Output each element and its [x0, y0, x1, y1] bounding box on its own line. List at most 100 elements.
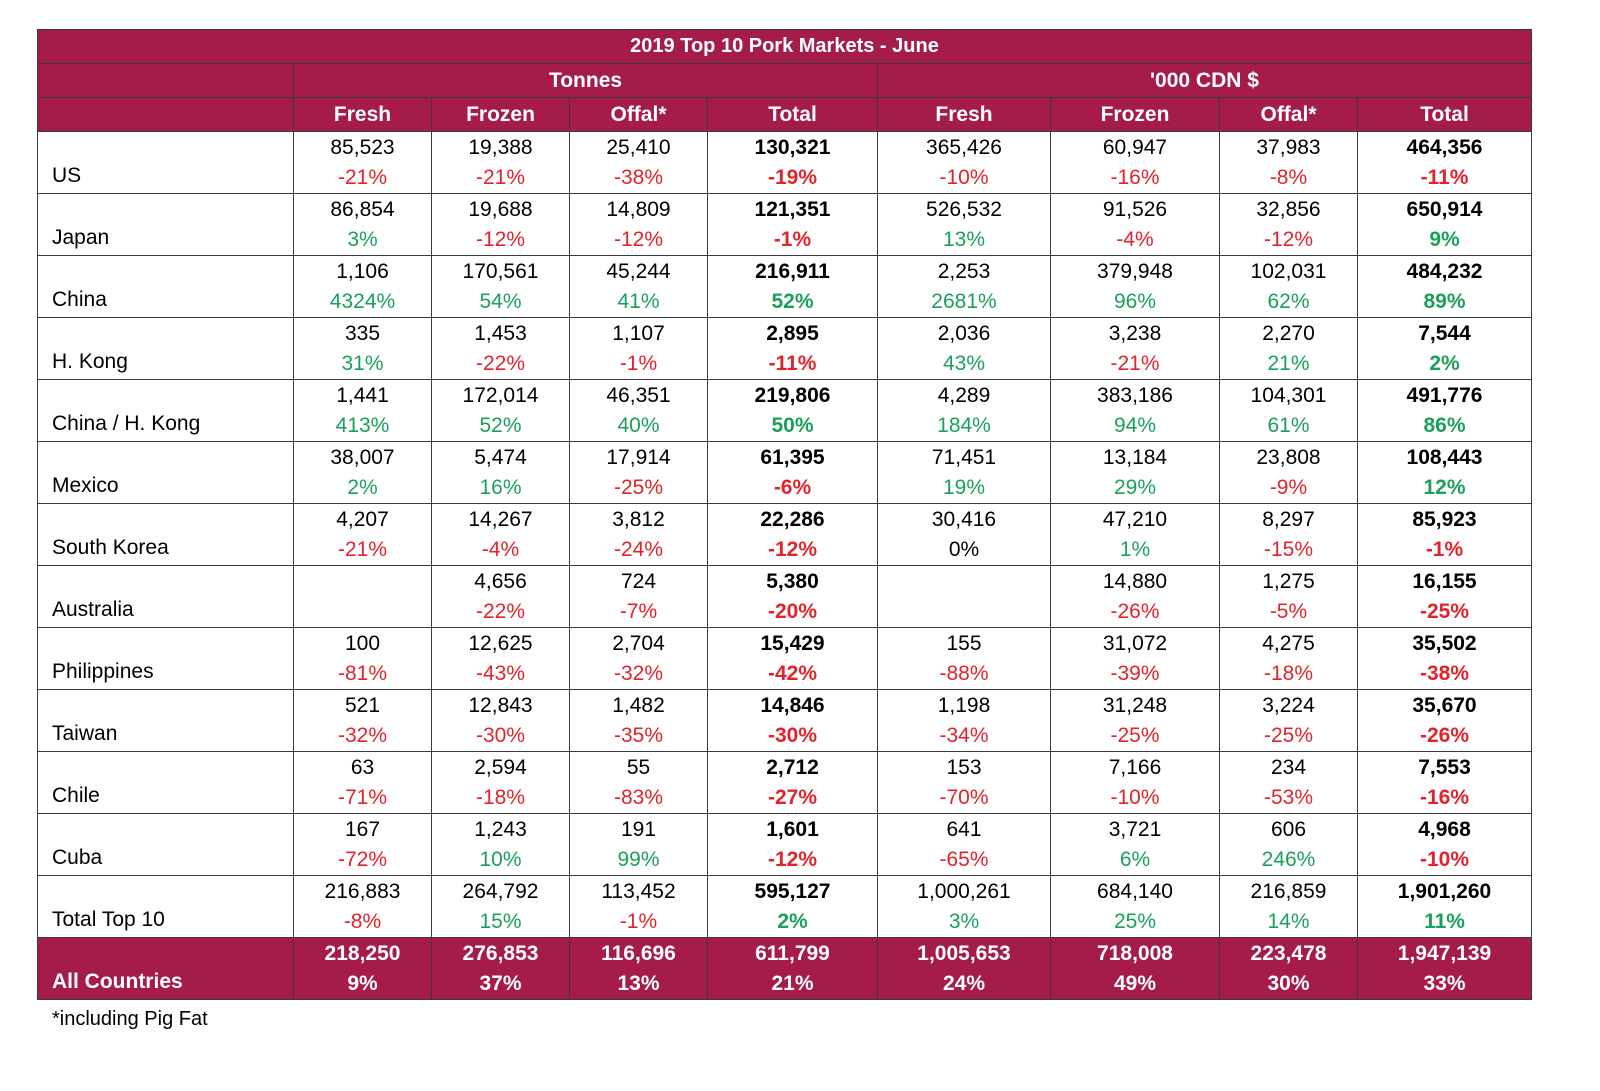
cell-change-pct: -16% — [1419, 785, 1470, 809]
cell-value: 3,238 — [1108, 321, 1162, 345]
cell-value: 14,846 — [760, 693, 825, 717]
pork-markets-table: 2019 Top 10 Pork Markets - June Tonnes '… — [37, 29, 1532, 1000]
cell-change-pct: -38% — [1419, 661, 1470, 685]
cell-change-pct: -6% — [773, 475, 812, 499]
data-cell: 365,426 -10% — [877, 131, 1051, 194]
cell-value: 19,688 — [468, 197, 533, 221]
column-header: Total — [707, 97, 878, 132]
data-cell: 484,232 89% — [1357, 255, 1532, 318]
cell-change-pct: -18% — [475, 785, 526, 809]
data-cell: 60,947 -16% — [1050, 131, 1220, 194]
cell-value: 104,301 — [1250, 383, 1327, 407]
cell-change-pct: 43% — [942, 351, 986, 375]
cell-value: 15,429 — [760, 631, 825, 655]
cell-change-pct: 41% — [617, 289, 660, 313]
data-cell: 12,625 -43% — [431, 627, 570, 690]
data-cell: 38,007 2% — [293, 441, 432, 504]
cell-value: 130,321 — [754, 135, 831, 159]
data-cell: 216,911 52% — [707, 255, 878, 318]
data-cell: 2,704 -32% — [569, 627, 708, 690]
cell-change-pct: 50% — [771, 413, 814, 437]
data-cell: 1,107 -1% — [569, 317, 708, 380]
row-label: All Countries — [37, 937, 294, 1000]
cell-value: 60,947 — [1102, 135, 1168, 159]
cell-value: 3,721 — [1108, 817, 1162, 841]
cell-change-pct: -24% — [613, 537, 664, 561]
table-row: Total Top 10 216,883 -8% 264,792 15% 113,452 -… — [37, 875, 1532, 938]
data-cell: 464,356 -11% — [1357, 131, 1532, 194]
cell-value: 14,880 — [1102, 569, 1168, 593]
cell-change-pct: 54% — [479, 289, 522, 313]
footnote: *including Pig Fat — [52, 1008, 208, 1030]
cell-change-pct: 86% — [1423, 413, 1466, 437]
data-cell: 521 -32% — [293, 689, 432, 752]
cell-value: 3,224 — [1262, 693, 1315, 717]
data-cell: 2,895 -11% — [707, 317, 878, 380]
cell-value: 1,601 — [766, 817, 819, 841]
data-cell: 35,670 -26% — [1357, 689, 1532, 752]
row-label: Chile — [37, 751, 294, 814]
cell-value: 170,561 — [462, 259, 539, 283]
data-cell: 4,275 -18% — [1219, 627, 1358, 690]
cell-change-pct: -7% — [619, 599, 658, 623]
cell-value: 1,947,139 — [1397, 941, 1492, 965]
column-header: Fresh — [877, 97, 1051, 132]
data-cell: 724 -7% — [569, 565, 708, 628]
data-cell: 276,853 37% — [431, 937, 570, 1000]
cell-value: 7,553 — [1418, 755, 1471, 779]
cell-value: 491,776 — [1406, 383, 1483, 407]
data-cell: 153 -70% — [877, 751, 1051, 814]
cell-change-pct: -21% — [337, 165, 388, 189]
cell-change-pct: -72% — [337, 847, 388, 871]
row-label: Taiwan — [37, 689, 294, 752]
cell-value: 45,244 — [606, 259, 671, 283]
cell-value: 167 — [344, 817, 381, 841]
cell-value: 113,452 — [601, 879, 676, 903]
cell-change-pct: 2% — [347, 475, 378, 499]
cell-value: 85,523 — [330, 135, 395, 159]
cell-change-pct: -1% — [619, 351, 658, 375]
cell-change-pct: -35% — [613, 723, 664, 747]
cell-change-pct: -12% — [1263, 227, 1314, 251]
cell-change-pct: -12% — [767, 537, 818, 561]
data-cell: 223,478 30% — [1219, 937, 1358, 1000]
cell-change-pct: 2681% — [931, 289, 997, 313]
data-cell: 1,106 4324% — [293, 255, 432, 318]
cell-value: 116,696 — [601, 941, 676, 965]
cell-value: 234 — [1270, 755, 1307, 779]
cell-value: 724 — [620, 569, 657, 593]
data-cell: 3,224 -25% — [1219, 689, 1358, 752]
table-body: US 85,523 -21% 19,388 -21% 25,410 -38% 130,321 -… — [37, 131, 1532, 1000]
cell-change-pct: 2% — [1429, 351, 1460, 375]
data-cell: 31,248 -25% — [1050, 689, 1220, 752]
column-header: Frozen — [1050, 97, 1220, 132]
cell-value: 38,007 — [330, 445, 395, 469]
cell-change-pct: 52% — [479, 413, 522, 437]
cell-value: 1,198 — [937, 693, 991, 717]
cell-change-pct: -83% — [613, 785, 664, 809]
cell-value: 86,854 — [330, 197, 395, 221]
table-row: Japan 86,854 3% 19,688 -12% 14,809 -12% 121,351… — [37, 193, 1532, 256]
cell-change-pct: -20% — [767, 599, 818, 623]
table-title: 2019 Top 10 Pork Markets - June — [37, 29, 1532, 64]
data-cell: 3,812 -24% — [569, 503, 708, 566]
group-header-tonnes: Tonnes — [293, 63, 878, 98]
cell-value: 3,812 — [612, 507, 665, 531]
cell-change-pct: -30% — [475, 723, 526, 747]
data-cell: 108,443 12% — [1357, 441, 1532, 504]
cell-change-pct: 25% — [1113, 909, 1157, 933]
cell-change-pct: 3% — [948, 909, 980, 933]
cell-change-pct: -27% — [767, 785, 818, 809]
cell-change-pct: -1% — [619, 909, 658, 933]
data-cell: 85,923 -1% — [1357, 503, 1532, 566]
cell-value: 365,426 — [926, 135, 1002, 159]
cell-value: 4,275 — [1262, 631, 1315, 655]
cell-change-pct: -43% — [475, 661, 526, 685]
cell-change-pct: -21% — [1110, 351, 1160, 375]
cell-value: 684,140 — [1097, 879, 1173, 903]
cell-value: 46,351 — [606, 383, 671, 407]
cell-change-pct: 12% — [1423, 475, 1466, 499]
cell-value: 1,005,653 — [917, 941, 1011, 965]
row-label: China — [37, 255, 294, 318]
table-row: China / H. Kong 1,441 413% 172,014 52% 46,351… — [37, 379, 1532, 442]
